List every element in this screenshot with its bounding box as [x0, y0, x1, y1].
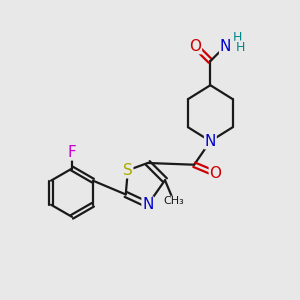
Text: O: O: [209, 166, 221, 181]
Text: N: N: [142, 197, 154, 212]
Text: F: F: [68, 145, 76, 160]
Text: O: O: [189, 39, 201, 54]
Text: N: N: [205, 134, 216, 149]
Text: N: N: [220, 39, 231, 54]
Text: H: H: [236, 41, 245, 54]
Text: H: H: [233, 31, 242, 44]
Text: S: S: [123, 163, 133, 178]
Text: CH₃: CH₃: [164, 196, 184, 206]
